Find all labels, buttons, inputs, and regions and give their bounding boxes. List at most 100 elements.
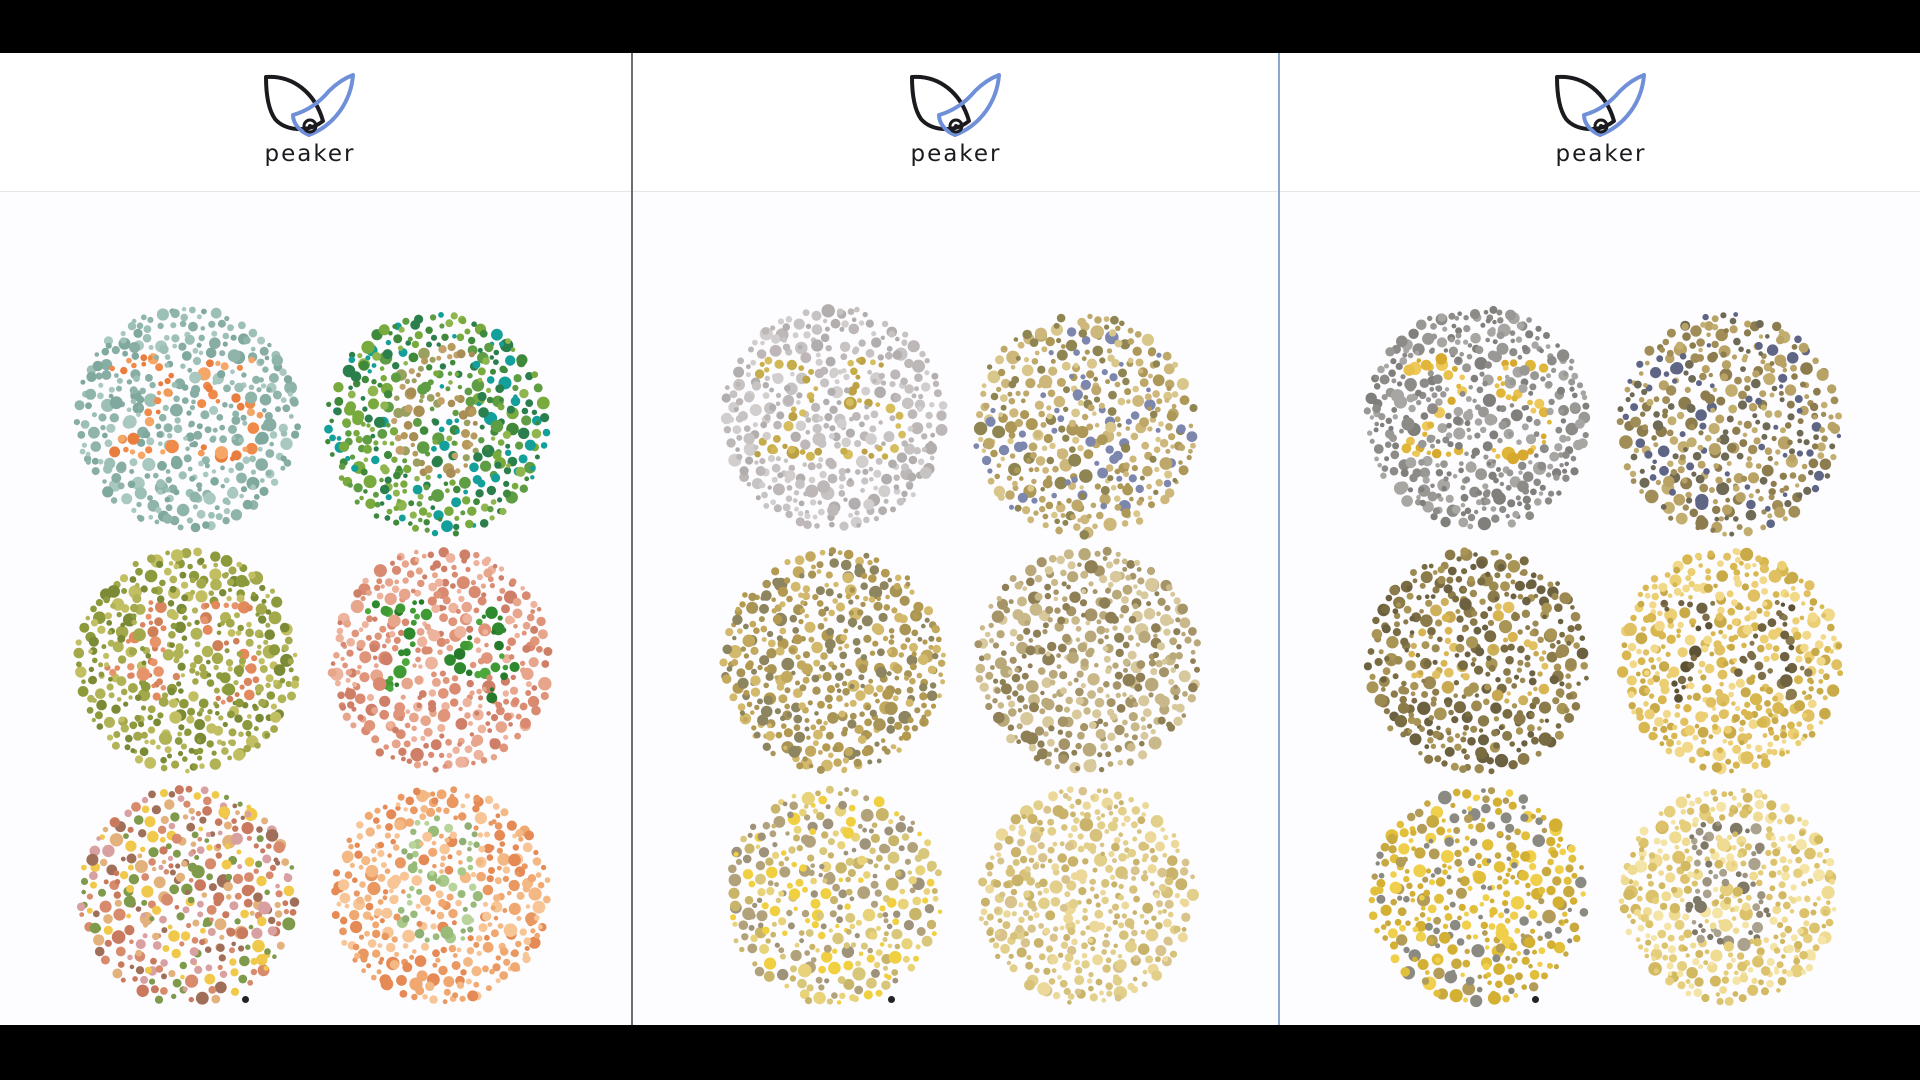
plate-dot: [932, 895, 939, 902]
plate-dot: [131, 362, 137, 369]
plate-dot: [171, 993, 177, 1000]
plate-dot: [1106, 990, 1113, 997]
plate-dot: [1175, 617, 1181, 623]
plate-dot: [258, 633, 264, 638]
plate-dot: [184, 649, 189, 654]
plate-dot: [171, 334, 180, 343]
plate-dot: [824, 326, 830, 332]
plate-dot: [1024, 979, 1035, 991]
plate-dot: [825, 356, 836, 367]
plate-dot: [1073, 677, 1079, 683]
plate-dot: [537, 881, 545, 889]
plate-dot: [167, 433, 173, 439]
plate-dot: [986, 913, 994, 921]
plate-dot: [472, 420, 478, 426]
plate-dot: [772, 614, 783, 625]
plate-dots: [73, 547, 300, 774]
plate-dot: [373, 440, 379, 446]
plate-dot: [894, 811, 900, 817]
plate-dot: [892, 695, 899, 702]
plate-dot: [114, 373, 119, 378]
plate-dot: [510, 674, 516, 681]
plate-dot: [1028, 857, 1035, 863]
plate-dot: [136, 984, 149, 997]
plate-dot: [1106, 926, 1112, 932]
plate-dot: [494, 877, 502, 885]
plate-dot: [393, 505, 399, 511]
plate-dot: [767, 880, 774, 886]
plate-dot: [993, 711, 1005, 724]
plate-dot: [1009, 575, 1017, 582]
plate-dot: [385, 494, 392, 501]
plate-dot: [1148, 501, 1155, 509]
plate-dot: [1042, 629, 1048, 635]
plate-dot: [80, 420, 90, 429]
plate-dot: [1181, 713, 1187, 718]
plate-dot: [783, 728, 793, 738]
plate-dot: [1049, 880, 1063, 894]
plate-dot: [802, 585, 811, 593]
plate-dot: [190, 841, 197, 847]
plate-dot: [138, 721, 145, 728]
plate-dot: [497, 497, 503, 503]
plate-dot: [169, 575, 178, 584]
plate-dot: [799, 409, 807, 417]
plate-dot: [754, 966, 765, 977]
plate-dot: [100, 858, 108, 867]
plate-dot: [215, 513, 223, 521]
plate-dot: [409, 712, 419, 723]
plate-dot: [242, 446, 248, 452]
plate-dot: [153, 876, 166, 889]
plate-dot: [420, 715, 432, 727]
plate-dot: [1009, 504, 1014, 510]
plate-dot: [145, 446, 153, 454]
plate-dot: [386, 508, 393, 515]
plate-dot: [988, 622, 994, 629]
plate-dot: [1151, 915, 1157, 921]
plate-dot: [1029, 702, 1039, 713]
plate-dot: [180, 974, 185, 980]
plate-dot: [929, 455, 935, 461]
plate-dot: [205, 831, 211, 838]
plate-dot: [1106, 561, 1114, 569]
plate-dot: [361, 375, 369, 384]
plate-dot: [761, 637, 767, 642]
plate-dot: [873, 485, 879, 491]
plate-dot: [159, 836, 166, 843]
plate-dot: [135, 906, 142, 912]
plate-dot: [206, 679, 215, 687]
plate-dot: [430, 791, 436, 797]
plate-dot: [1008, 431, 1016, 439]
plate-dot: [836, 1000, 842, 1005]
plate-dot: [998, 412, 1004, 418]
plate-dot: [414, 613, 420, 620]
plate-dot: [1170, 667, 1176, 673]
plate-dot: [499, 947, 509, 956]
plate-dot: [1110, 949, 1117, 955]
plate-dot: [1139, 417, 1150, 428]
plate-dot: [794, 555, 805, 565]
plate-dot: [924, 839, 932, 847]
plate-dot: [473, 452, 483, 462]
plate-dot: [410, 320, 421, 330]
plate-dot: [921, 447, 927, 453]
plate-dot: [189, 667, 196, 674]
plate-dot: [1117, 423, 1122, 428]
plate-dot: [402, 488, 408, 494]
plate-dot: [1053, 747, 1059, 753]
plate-dot: [1037, 982, 1051, 996]
plate-dot: [329, 418, 335, 424]
plate-dot: [739, 466, 749, 476]
plate-dot: [404, 404, 413, 413]
plate-dot: [476, 871, 486, 882]
plate-dot: [1023, 931, 1029, 937]
plate-dot: [488, 844, 495, 851]
plate-dot: [900, 643, 908, 651]
plate-dot: [877, 648, 885, 657]
plate-dot: [200, 444, 207, 451]
plate-dot: [933, 389, 942, 398]
plate-dot: [95, 599, 103, 607]
plate-dot: [1066, 880, 1077, 891]
plate-dot: [126, 913, 131, 919]
plate-dot: [1045, 336, 1055, 347]
